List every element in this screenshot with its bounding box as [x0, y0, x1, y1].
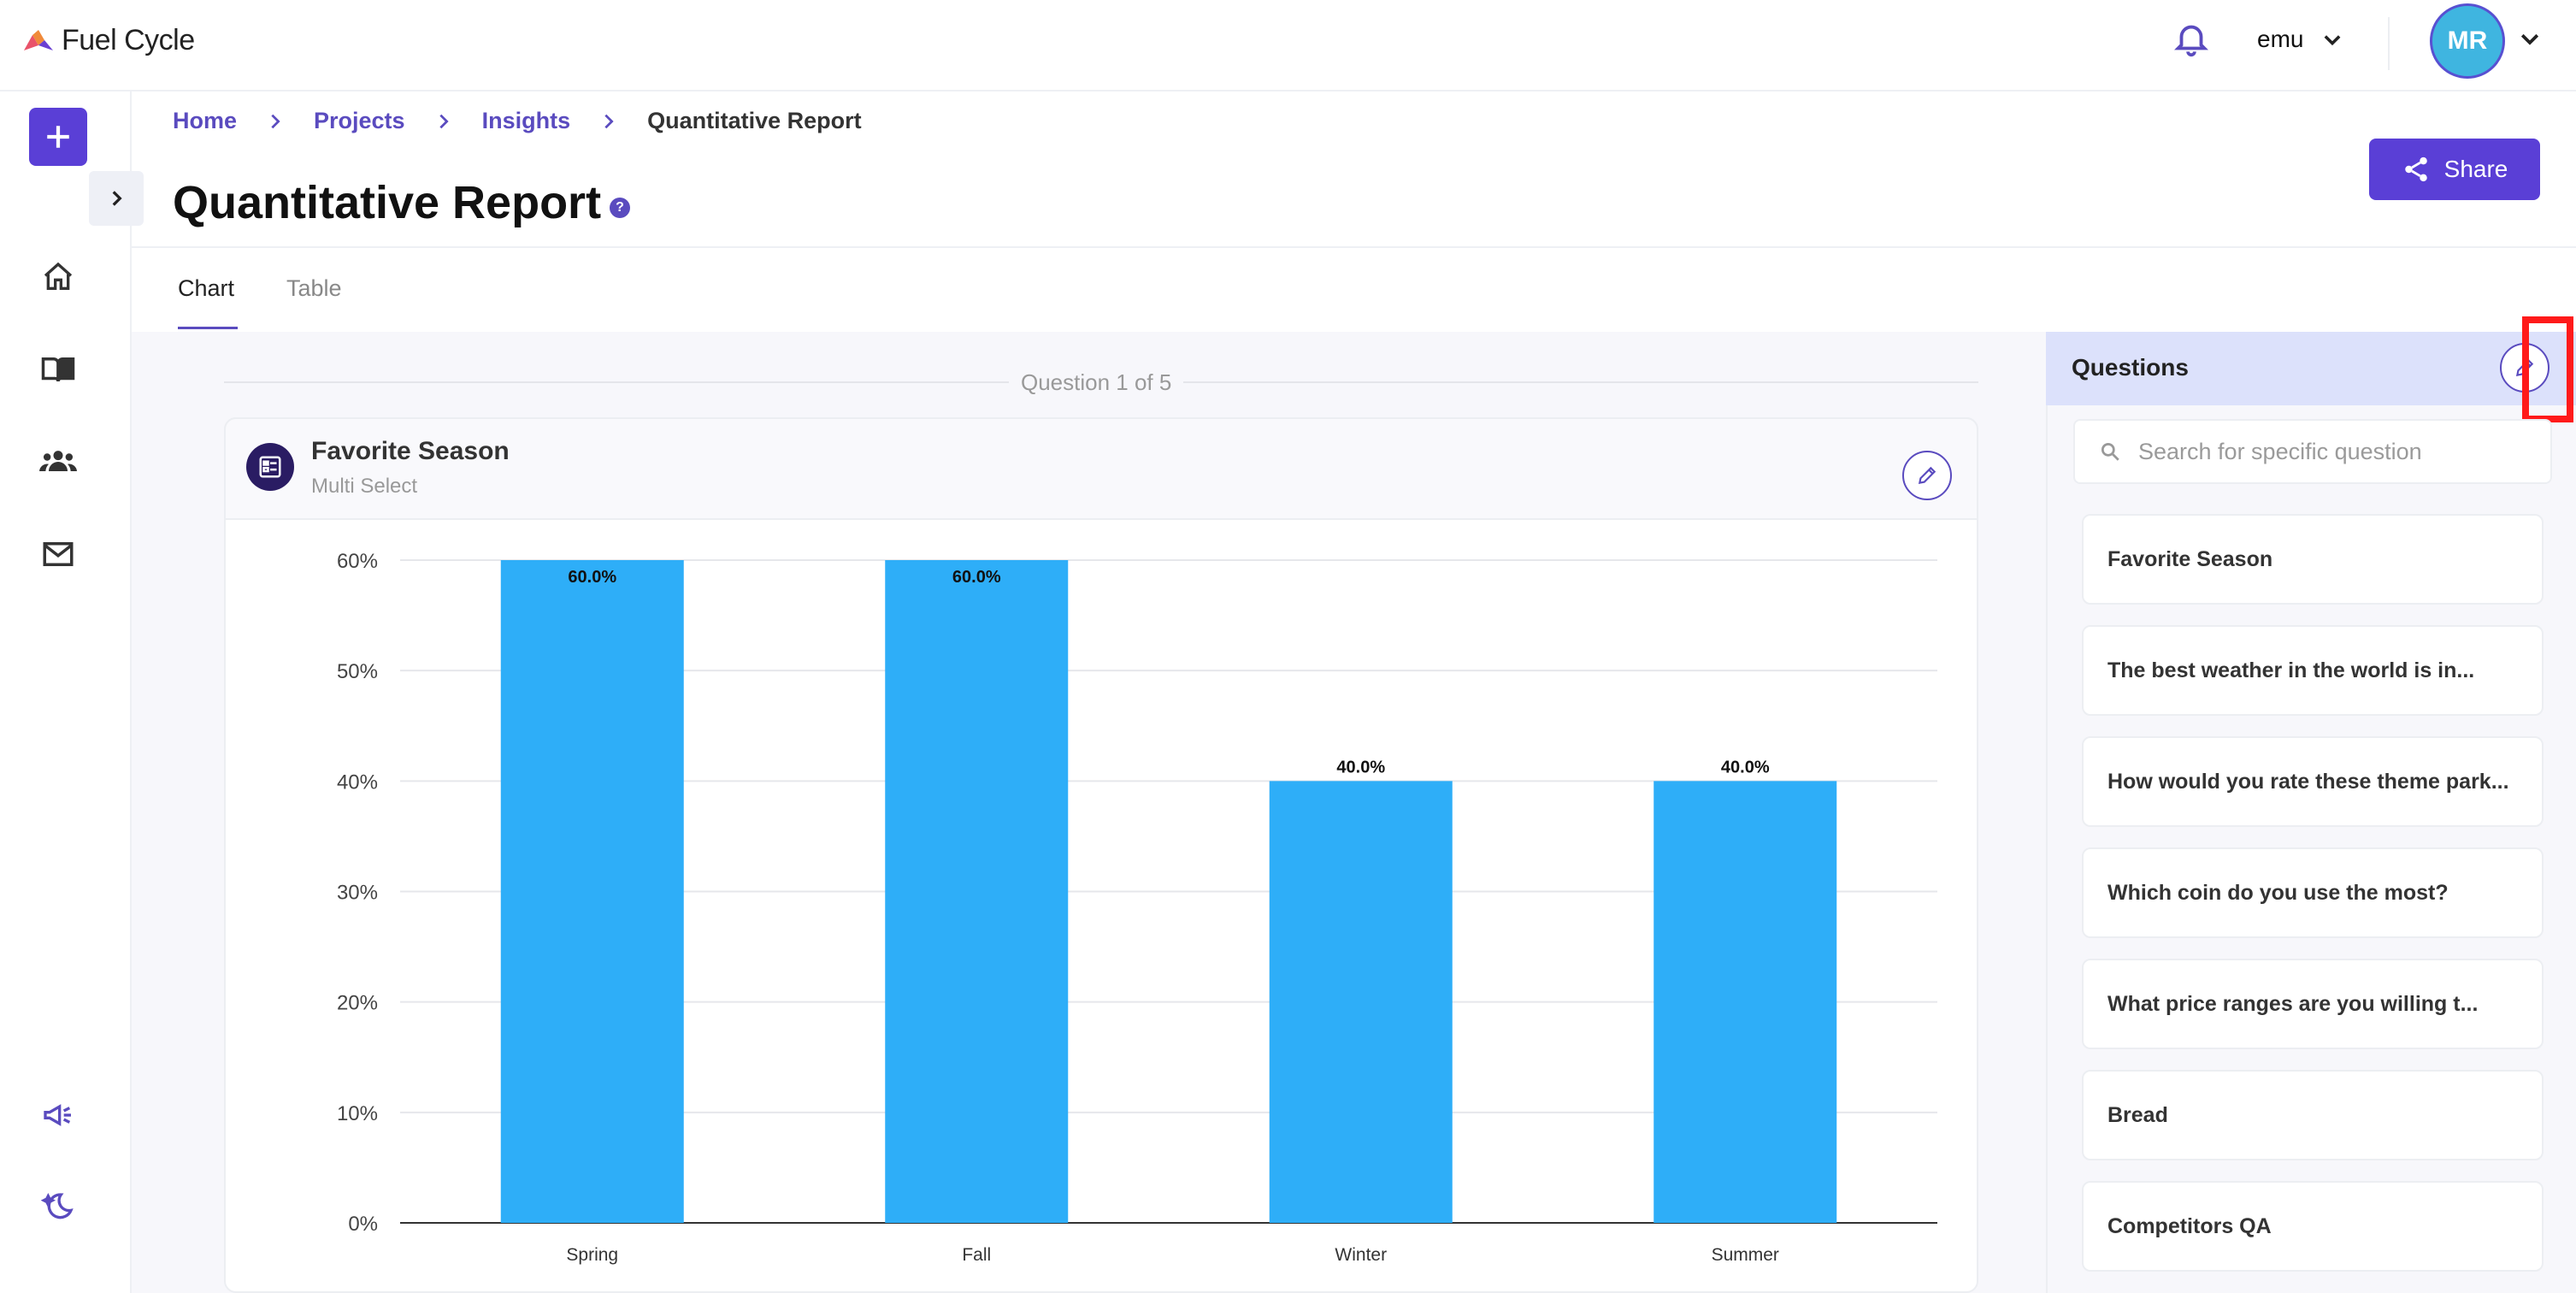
y-axis-tick-label: 50% — [337, 660, 378, 683]
notifications-bell-icon[interactable] — [2172, 19, 2211, 58]
expand-sidebar-button[interactable] — [89, 171, 144, 226]
search-icon — [2101, 442, 2119, 461]
tab-chart[interactable]: Chart — [178, 275, 235, 301]
edit-question-button[interactable] — [1902, 451, 1952, 500]
question-list-item[interactable]: The best weather in the world is in... — [2082, 625, 2544, 716]
breadcrumb-chevron-right-icon — [604, 114, 614, 128]
question-counter: Question 1 of 5 — [1009, 369, 1184, 396]
bar-fall — [885, 560, 1069, 1223]
question-list-item[interactable]: How would you rate these theme park... — [2082, 736, 2544, 827]
highlight-red-box — [2522, 316, 2573, 422]
announcements-megaphone-icon[interactable] — [38, 1095, 79, 1136]
breadcrumb-insights-link[interactable]: Insights — [481, 108, 571, 133]
user-menu-chevron-down-icon[interactable] — [2517, 26, 2543, 51]
x-axis-category-label: Spring — [566, 1245, 618, 1265]
question-card-header — [224, 417, 1978, 520]
create-new-button[interactable] — [29, 108, 87, 166]
nav-community-people-icon[interactable] — [38, 441, 79, 482]
tabs-divider — [130, 246, 2576, 248]
bar-value-label: 60.0% — [952, 568, 1001, 587]
pencil-icon — [1918, 466, 1936, 485]
breadcrumb-projects-link[interactable]: Projects — [314, 108, 405, 133]
breadcrumb-chevron-right-icon — [271, 114, 280, 128]
left-sidebar — [0, 92, 132, 1293]
top-bar — [0, 0, 2576, 92]
tenant-name: emu — [2257, 26, 2304, 52]
bar-value-label: 60.0% — [568, 568, 616, 587]
plus-icon — [47, 126, 69, 148]
tab-table[interactable]: Table — [286, 275, 342, 301]
y-axis-tick-label: 0% — [348, 1213, 378, 1236]
question-list-item[interactable]: Bread — [2082, 1070, 2544, 1160]
multi-select-question-icon — [246, 443, 294, 491]
x-axis-category-label: Summer — [1712, 1245, 1779, 1265]
nav-home-icon[interactable] — [38, 257, 79, 298]
question-list-item[interactable]: Which coin do you use the most? — [2082, 847, 2544, 938]
chevron-right-icon — [112, 191, 122, 206]
y-axis-tick-label: 20% — [337, 992, 378, 1015]
chevron-down-icon — [2325, 35, 2341, 46]
share-button[interactable]: Share — [2369, 139, 2540, 200]
questions-panel-header — [2046, 332, 2576, 405]
x-axis-category-label: Fall — [962, 1245, 991, 1265]
favorite-season-bar-chart: 0% 10% 20% 30% 40% 50% 60% 60.0% Spring 60.0% Fall… — [337, 550, 1937, 1265]
question-title: Favorite Season — [311, 437, 510, 465]
question-list-item[interactable]: Competitors QA — [2082, 1181, 2544, 1272]
help-question-icon[interactable]: ? — [610, 198, 631, 218]
breadcrumb-current: Quantitative Report — [647, 108, 862, 133]
page-title: Quantitative Report — [173, 177, 602, 228]
y-axis-tick-label: 40% — [337, 770, 378, 794]
tenant-selector[interactable]: emu — [2257, 26, 2344, 53]
questions-panel-title: Questions — [2072, 354, 2189, 381]
y-axis-tick-label: 30% — [337, 882, 378, 905]
question-list-item[interactable]: What price ranges are you willing t... — [2082, 959, 2544, 1049]
whats-new-sparkle-icon[interactable] — [38, 1187, 79, 1228]
x-axis-category-label: Winter — [1335, 1245, 1387, 1265]
question-list-item[interactable]: Favorite Season — [2082, 514, 2544, 605]
page-title-row: Quantitative Report ? — [173, 176, 631, 229]
y-axis-tick-label: 60% — [337, 550, 378, 573]
nav-library-book-icon[interactable] — [38, 349, 79, 390]
question-search-box[interactable] — [2073, 419, 2552, 484]
bar-value-label: 40.0% — [1336, 758, 1385, 776]
breadcrumb-home-link[interactable]: Home — [173, 108, 238, 133]
y-axis-tick-label: 10% — [337, 1102, 378, 1125]
share-label: Share — [2443, 156, 2508, 182]
bar-winter — [1269, 781, 1453, 1223]
header-divider — [2388, 17, 2390, 70]
active-tab-indicator — [178, 327, 238, 329]
nav-messages-mail-icon[interactable] — [38, 534, 79, 575]
user-avatar[interactable]: MR — [2430, 3, 2505, 79]
question-search-input[interactable] — [2137, 437, 2533, 466]
brand-name: Fuel Cycle — [62, 24, 195, 56]
brand-logo[interactable]: Fuel Cycle — [24, 24, 195, 57]
share-icon — [2404, 156, 2427, 182]
question-type: Multi Select — [311, 475, 418, 498]
bar-spring — [500, 560, 684, 1223]
fuel-cycle-logo-icon — [24, 29, 53, 50]
bar-summer — [1653, 781, 1837, 1223]
bar-value-label: 40.0% — [1721, 758, 1770, 776]
breadcrumb-chevron-right-icon — [439, 114, 449, 128]
breadcrumb: Home Projects Insights Quantitative Repo… — [173, 108, 862, 134]
